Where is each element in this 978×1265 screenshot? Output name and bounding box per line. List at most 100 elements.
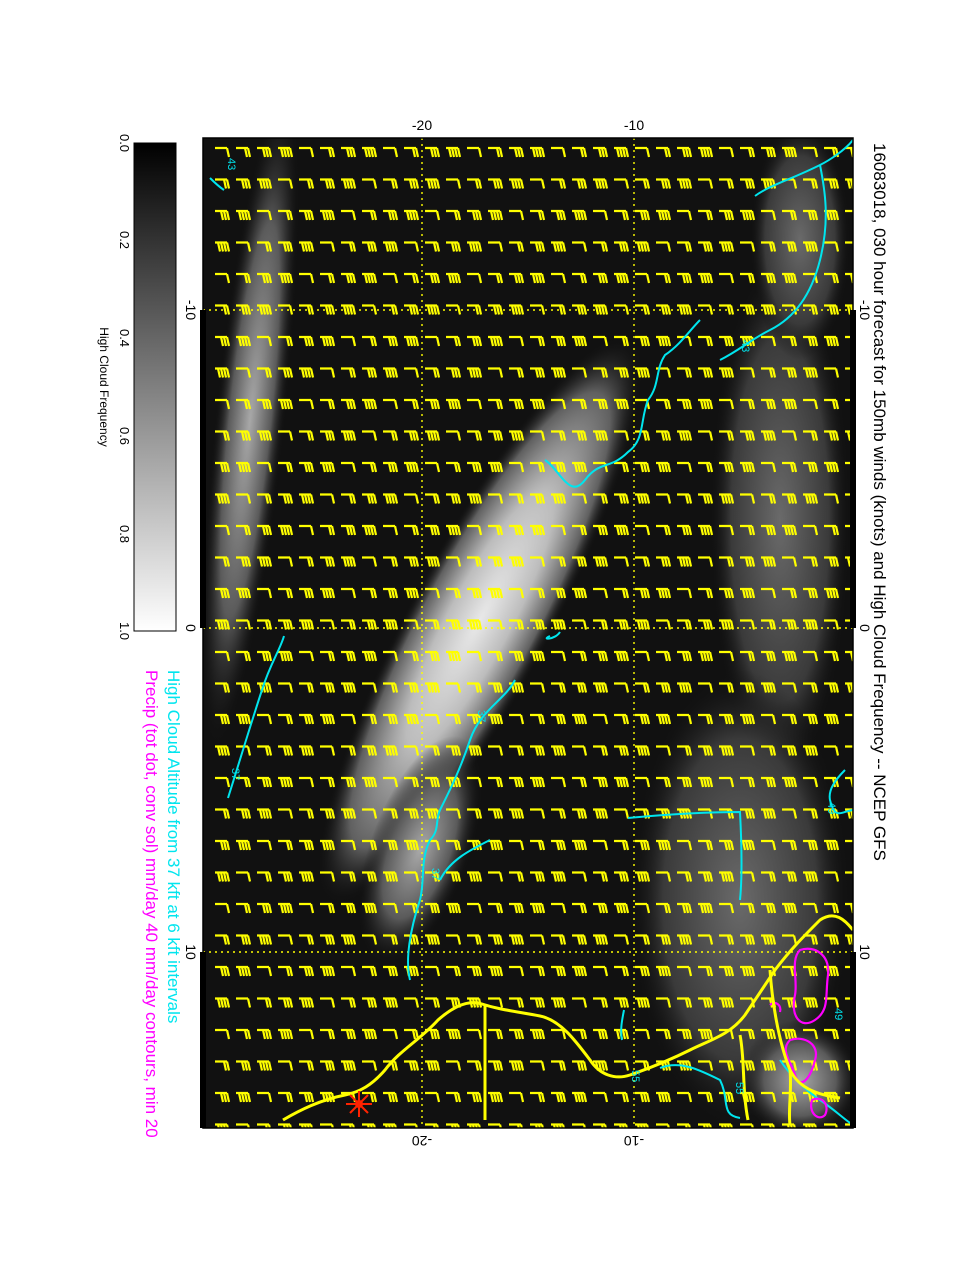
wind-barb (614, 871, 630, 882)
wind-barb (740, 650, 756, 662)
wind-barb (551, 241, 567, 252)
wind-barb (593, 776, 609, 788)
wind-barb (341, 335, 357, 347)
wind-barb (593, 556, 609, 567)
wind-barb (278, 461, 294, 473)
wind-barb (299, 146, 315, 158)
wind-barb (467, 178, 483, 189)
wind-barb (320, 209, 336, 221)
wind-barb (257, 1060, 273, 1071)
wind-barb (215, 997, 231, 1008)
left-axis-label: 0 (183, 624, 199, 632)
contour-label: 55 (629, 1070, 641, 1082)
wind-barb (320, 997, 336, 1008)
wind-barb (362, 1060, 378, 1071)
wind-barb (341, 209, 357, 221)
wind-barb (425, 682, 441, 693)
wind-barb (719, 241, 735, 252)
wind-barb (824, 304, 840, 315)
wind-barb (677, 209, 693, 221)
map-axis-labels: -20 -10 -20 -10 -10 0 10 -10 0 10 (183, 117, 873, 1149)
wind-barb (509, 335, 525, 347)
wind-barb (236, 461, 252, 473)
wind-barb (467, 304, 483, 315)
wind-barb (446, 1060, 462, 1071)
wind-barb (761, 430, 777, 441)
wind-barb (719, 493, 735, 504)
wind-barb (656, 241, 672, 252)
wind-barb (593, 1060, 609, 1071)
wind-barb (278, 1060, 294, 1071)
wind-barb (446, 367, 462, 378)
wind-barb (740, 493, 756, 504)
wind-barb (425, 587, 441, 599)
wind-barb (530, 997, 546, 1008)
wind-barb (446, 241, 462, 252)
wind-barb (215, 871, 231, 882)
wind-barb (551, 776, 567, 788)
wind-barb (320, 1028, 336, 1040)
wind-barb (362, 587, 378, 599)
wind-barb (530, 808, 546, 819)
wind-barb (362, 178, 378, 189)
wind-barb (488, 430, 504, 441)
wind-barb (446, 146, 462, 158)
wind-barb (488, 871, 504, 882)
wind-barb (404, 524, 420, 536)
wind-barb (698, 209, 714, 221)
wind-barb (446, 776, 462, 788)
wind-barb (257, 178, 273, 189)
wind-barb (656, 209, 672, 221)
wind-barb (257, 493, 273, 504)
wind-barb (803, 1028, 819, 1040)
wind-barb (761, 650, 777, 662)
wind-barb (698, 1091, 714, 1103)
wind-barb (677, 1123, 691, 1128)
wind-barb (509, 209, 525, 221)
wind-barb (740, 587, 756, 599)
wind-barb (572, 650, 588, 662)
wind-barb (404, 304, 420, 315)
wind-barb (425, 839, 441, 851)
wind-barb (215, 556, 231, 567)
wind-barb (215, 209, 231, 221)
wind-barb (236, 556, 252, 567)
wind-barb (299, 367, 315, 378)
wind-barb (740, 745, 756, 756)
wind-barb (782, 461, 798, 473)
wind-barb (236, 241, 252, 252)
wind-barb (698, 934, 714, 945)
wind-barb (656, 335, 672, 347)
wind-barb (614, 619, 630, 630)
wind-barb (572, 1091, 588, 1103)
wind-barb (824, 178, 840, 189)
wind-barb (362, 619, 378, 630)
wind-barb (656, 461, 672, 473)
wind-barb (593, 713, 609, 725)
wind-barb (257, 1091, 273, 1103)
wind-barb (740, 556, 756, 567)
wind-barb (509, 587, 525, 599)
wind-barb (656, 430, 672, 441)
wind-barb (320, 682, 336, 693)
wind-barb (698, 745, 714, 756)
wind-barb (278, 1028, 294, 1040)
wind-barb (698, 461, 714, 473)
wind-barb (425, 1091, 441, 1103)
wind-barb (530, 934, 546, 945)
wind-barb (236, 398, 252, 410)
wind-barb (530, 335, 546, 347)
wind-barb (614, 178, 630, 189)
wind-barb (488, 272, 504, 284)
wind-barb (341, 871, 357, 882)
wind-barb (740, 934, 756, 945)
wind-barb (593, 304, 609, 315)
wind-barb (425, 524, 441, 536)
wind-barb (677, 493, 693, 504)
wind-barb (467, 1123, 481, 1128)
wind-barb (404, 745, 420, 756)
wind-barb (530, 209, 546, 221)
wind-barb (656, 965, 672, 977)
wind-barb (425, 1028, 441, 1040)
wind-barb (509, 524, 525, 536)
